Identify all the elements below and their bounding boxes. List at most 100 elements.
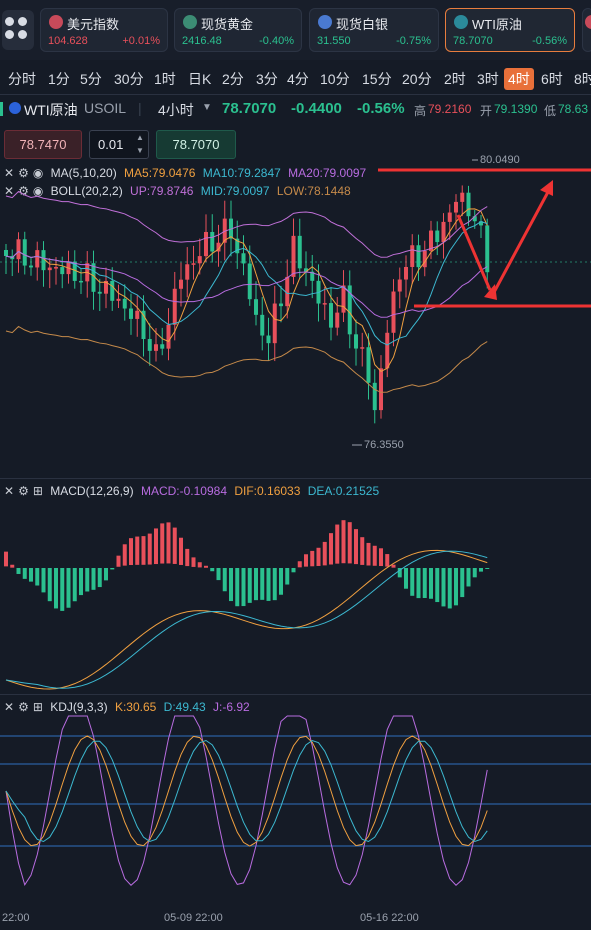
eye-icon[interactable]: ◉ [32,184,44,198]
interval-select[interactable]: 4小时 [158,102,194,118]
up-arrow-head [540,180,553,196]
timeframe-12[interactable]: 2时 [444,71,466,87]
boll-up-line [5,190,488,258]
timeframe-0[interactable]: 分时 [8,71,36,87]
sell-price-box[interactable]: 78.7470 [4,130,82,159]
macd-bar [472,568,477,578]
macd-bar [391,564,396,568]
macd-bar [91,568,96,590]
macd-bar [97,568,102,588]
macd-bar [116,555,121,567]
ticker-card[interactable]: 现货黄金 2416.48 -0.40% [174,8,302,52]
timeframe-6[interactable]: 2分 [222,71,244,87]
macd-bar [379,548,383,567]
timeframe-5[interactable]: 日K [188,71,212,87]
kdj-chart [0,715,591,886]
candle-body [122,298,127,309]
menu-grid-icon[interactable] [2,10,34,50]
collapse-marker-icon[interactable] [0,102,6,116]
ticker-card[interactable]: 现货白银 31.550 -0.75% [309,8,439,52]
timeframe-13[interactable]: 3时 [477,71,499,87]
macd-bar [254,568,258,601]
macd-bar [347,522,352,564]
candle-body [72,261,77,281]
timeframe-8[interactable]: 4分 [287,71,309,87]
macd-bar [322,541,327,566]
timeframe-9[interactable]: 10分 [320,71,350,87]
close-icon[interactable]: ✕ [4,484,15,498]
timeframe-15[interactable]: 6时 [541,71,563,87]
ticker-price: 2416.48 [182,35,222,47]
candle-body [185,264,190,280]
ma-legend: ✕ ⚙ ◉ MA(5,10,20) MA5:79.0476 MA10:79.2847… [4,166,367,180]
ticker-card[interactable]: WTI原油 78.7070 -0.56% [445,8,575,52]
macd-bar [154,528,158,565]
candle-body [166,324,171,349]
symbol-name[interactable]: WTI原油 [24,102,78,118]
candle-body [54,267,58,269]
candlestick-chart[interactable] [0,0,591,480]
expand-icon[interactable]: ⊞ [32,700,43,714]
candle-body [385,332,390,369]
timeframe-3[interactable]: 30分 [114,71,144,87]
ticker-card-partial[interactable] [582,8,591,52]
eye-icon[interactable]: ◉ [32,166,44,180]
gear-icon[interactable]: ⚙ [18,484,29,498]
timeframe-7[interactable]: 3分 [256,71,278,87]
candle-body [347,285,352,335]
expand-icon[interactable]: ⊞ [32,484,43,498]
timeframe-4[interactable]: 1时 [154,71,176,87]
candle-body [172,288,177,325]
candle-body [304,268,308,272]
quantity-stepper[interactable]: ▲ ▼ [136,133,144,155]
chevron-down-icon[interactable]: ▼ [202,102,212,113]
macd-bar [79,568,83,596]
candle-body [47,267,52,271]
macd-bar [341,520,346,564]
gear-icon[interactable]: ⚙ [18,184,29,198]
gear-icon[interactable]: ⚙ [18,166,29,180]
timeframe-10[interactable]: 15分 [362,71,392,87]
candle-body [22,239,27,266]
candle-body [322,303,327,305]
macd-bar [22,568,27,579]
timeframe-16[interactable]: 8时 [574,71,591,87]
macd-bar [360,537,365,565]
dif-line [5,549,488,690]
macd-bar [160,523,165,564]
candle-body [254,299,258,315]
timeframe-11[interactable]: 20分 [402,71,432,87]
candle-body [110,280,115,301]
us-flag-icon [49,15,63,29]
up-arrow-line [490,191,550,297]
candle-body [179,279,183,289]
candle-body [310,271,315,281]
quantity-input[interactable]: 0.01 [89,130,149,159]
candle-body [279,303,283,307]
close-icon[interactable]: ✕ [4,700,15,714]
ticker-change: -0.40% [259,35,294,47]
ticker-price: 78.7070 [453,35,493,47]
macd-bar [54,568,58,609]
macd-bar [441,568,446,607]
timeframe-1[interactable]: 1分 [48,71,70,87]
close-icon[interactable]: ✕ [4,184,15,198]
timeframe-14[interactable]: 4时 [504,68,534,90]
ticker-name: 现货黄金 [201,17,254,32]
candle-body [16,239,21,260]
timeframe-2[interactable]: 5分 [80,71,102,87]
silver-icon [318,15,332,29]
macd-bar [235,568,240,607]
macd-bar [222,568,227,592]
ticker-name: WTI原油 [472,17,522,32]
gear-icon[interactable]: ⚙ [18,700,29,714]
ticker-card[interactable]: 美元指数 104.628 +0.01% [40,8,168,52]
buy-price-box[interactable]: 78.7070 [156,130,236,159]
macd-bar [29,568,33,582]
candle-body [329,303,333,328]
oil-icon [454,15,468,29]
j-line [5,715,488,886]
candle-body [154,344,158,351]
macd-bar [135,536,140,565]
close-icon[interactable]: ✕ [4,166,15,180]
